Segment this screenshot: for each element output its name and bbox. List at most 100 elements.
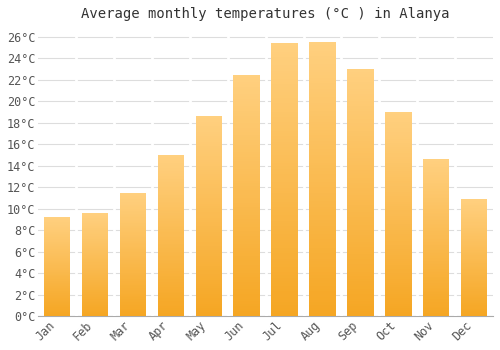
Bar — [158, 236, 184, 237]
Bar — [158, 289, 184, 290]
Bar — [423, 308, 450, 310]
Bar — [309, 176, 336, 179]
Bar — [347, 136, 374, 138]
Bar — [385, 300, 411, 302]
Bar — [44, 287, 70, 288]
Bar — [423, 236, 450, 238]
Bar — [120, 202, 146, 204]
Bar — [309, 234, 336, 237]
Bar — [44, 254, 70, 255]
Bar — [423, 291, 450, 293]
Bar — [423, 200, 450, 202]
Bar — [44, 219, 70, 220]
Bar — [120, 212, 146, 214]
Bar — [234, 99, 260, 101]
Bar — [347, 86, 374, 89]
Bar — [272, 182, 298, 185]
Bar — [234, 77, 260, 79]
Bar — [158, 206, 184, 208]
Bar — [385, 298, 411, 300]
Bar — [272, 281, 298, 283]
Bar — [82, 214, 108, 215]
Bar — [44, 311, 70, 312]
Bar — [120, 195, 146, 196]
Bar — [309, 185, 336, 187]
Bar — [44, 260, 70, 261]
Bar — [385, 149, 411, 151]
Bar — [44, 306, 70, 307]
Bar — [120, 272, 146, 273]
Bar — [234, 82, 260, 84]
Bar — [82, 311, 108, 312]
Bar — [196, 274, 222, 276]
Bar — [196, 170, 222, 172]
Bar — [196, 192, 222, 194]
Bar — [158, 290, 184, 292]
Bar — [461, 297, 487, 299]
Bar — [120, 267, 146, 268]
Bar — [423, 253, 450, 255]
Bar — [158, 195, 184, 197]
Bar — [44, 256, 70, 257]
Bar — [309, 294, 336, 297]
Bar — [385, 124, 411, 126]
Bar — [196, 294, 222, 296]
Bar — [196, 190, 222, 192]
Bar — [347, 106, 374, 109]
Bar — [120, 230, 146, 231]
Bar — [234, 135, 260, 137]
Bar — [120, 268, 146, 269]
Bar — [309, 217, 336, 220]
Bar — [82, 274, 108, 275]
Bar — [234, 154, 260, 157]
Bar — [347, 94, 374, 96]
Bar — [158, 306, 184, 308]
Bar — [120, 280, 146, 281]
Bar — [309, 201, 336, 204]
Bar — [44, 224, 70, 225]
Bar — [309, 206, 336, 209]
Bar — [309, 196, 336, 198]
Bar — [234, 256, 260, 258]
Bar — [82, 240, 108, 241]
Bar — [120, 206, 146, 208]
Bar — [272, 49, 298, 51]
Bar — [385, 120, 411, 122]
Bar — [44, 246, 70, 247]
Bar — [82, 287, 108, 288]
Bar — [309, 270, 336, 272]
Bar — [385, 296, 411, 298]
Bar — [423, 208, 450, 209]
Bar — [461, 221, 487, 222]
Bar — [347, 150, 374, 153]
Bar — [385, 171, 411, 173]
Bar — [423, 247, 450, 248]
Bar — [272, 147, 298, 150]
Bar — [347, 276, 374, 279]
Bar — [82, 304, 108, 306]
Bar — [196, 238, 222, 240]
Bar — [385, 212, 411, 214]
Bar — [44, 275, 70, 276]
Bar — [234, 309, 260, 311]
Bar — [82, 270, 108, 271]
Bar — [158, 314, 184, 316]
Bar — [234, 229, 260, 231]
Bar — [120, 302, 146, 304]
Bar — [272, 272, 298, 275]
Bar — [347, 121, 374, 124]
Bar — [234, 253, 260, 255]
Bar — [347, 128, 374, 131]
Bar — [385, 314, 411, 316]
Bar — [196, 214, 222, 216]
Bar — [272, 270, 298, 272]
Bar — [44, 280, 70, 281]
Bar — [120, 307, 146, 309]
Bar — [158, 190, 184, 192]
Bar — [347, 220, 374, 222]
Bar — [272, 259, 298, 261]
Bar — [196, 226, 222, 228]
Bar — [158, 239, 184, 240]
Bar — [196, 128, 222, 130]
Bar — [385, 275, 411, 277]
